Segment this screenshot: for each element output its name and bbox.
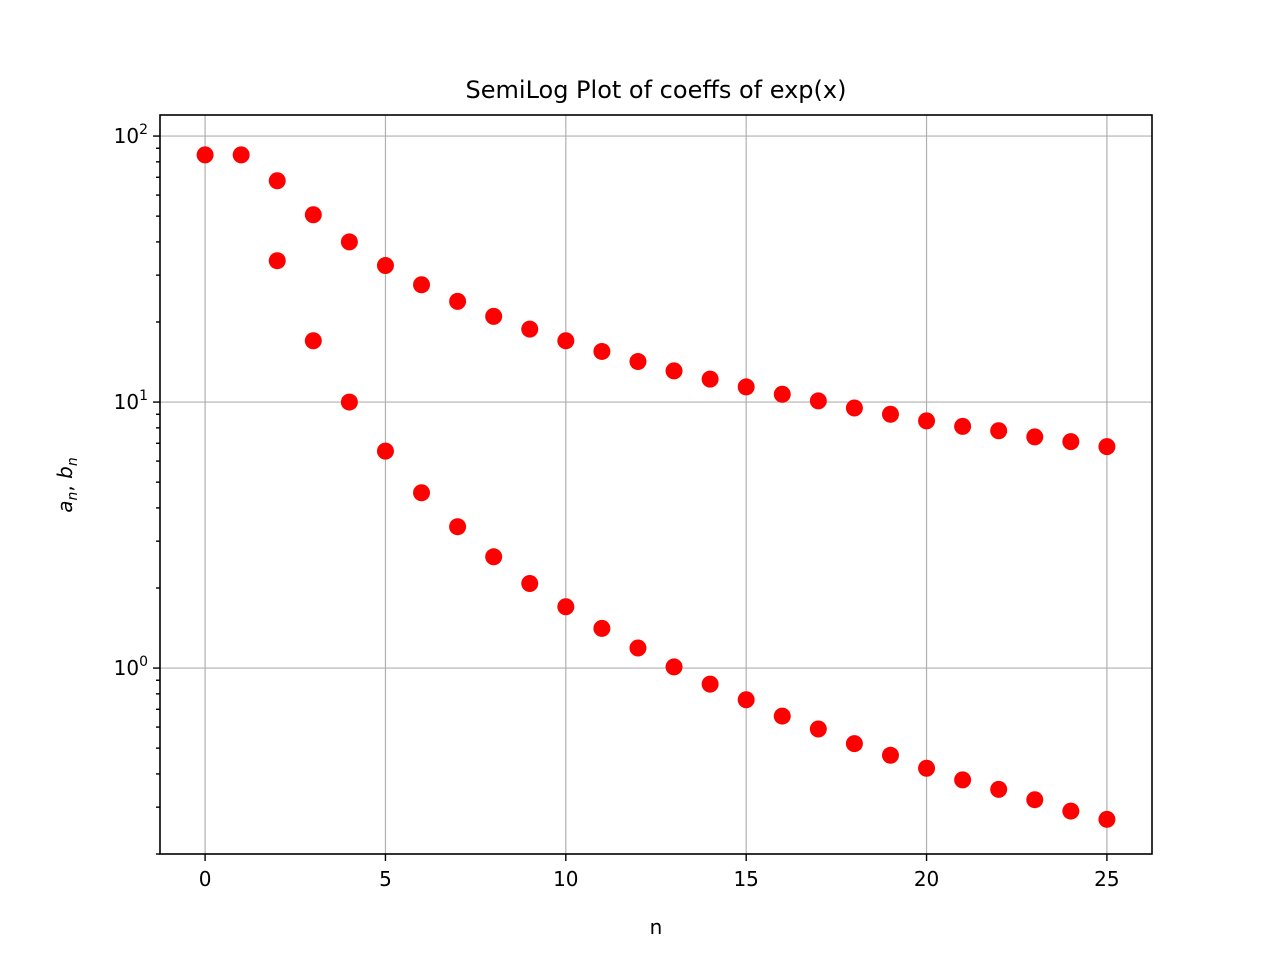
data-point-series-2 xyxy=(881,746,899,764)
data-point-series-1 xyxy=(449,292,467,310)
data-point-series-2 xyxy=(954,771,972,789)
y-tick-label: 102 xyxy=(114,122,148,148)
y-axis-label-sub1: n xyxy=(65,492,81,501)
data-point-series-1 xyxy=(340,233,358,251)
data-point-series-1 xyxy=(1062,433,1080,451)
data-point-series-2 xyxy=(990,780,1008,798)
x-tick-label: 15 xyxy=(733,867,758,891)
data-point-series-2 xyxy=(557,598,575,616)
data-point-series-2 xyxy=(376,442,394,460)
y-axis-label-sep: , xyxy=(53,479,77,492)
data-point-series-2 xyxy=(304,332,322,350)
data-point-series-2 xyxy=(413,484,431,502)
y-tick-label: 101 xyxy=(114,388,148,414)
data-point-series-1 xyxy=(990,422,1008,440)
data-point-series-1 xyxy=(845,399,863,417)
data-point-series-1 xyxy=(485,307,503,325)
x-axis-label: n xyxy=(650,915,663,939)
data-point-series-1 xyxy=(773,385,791,403)
plot-frame xyxy=(159,114,1153,855)
x-tick-label: 20 xyxy=(914,867,939,891)
data-point-series-1 xyxy=(268,172,286,190)
data-point-series-2 xyxy=(485,548,503,566)
data-point-series-2 xyxy=(773,707,791,725)
y-axis-label-a: a xyxy=(53,500,77,512)
data-point-series-2 xyxy=(1098,810,1116,828)
data-point-series-2 xyxy=(593,619,611,637)
data-point-series-2 xyxy=(809,720,827,738)
data-point-series-1 xyxy=(557,332,575,350)
data-point-series-1 xyxy=(376,257,394,275)
data-point-series-2 xyxy=(1026,791,1044,809)
data-point-series-1 xyxy=(521,320,539,338)
data-point-series-2 xyxy=(268,252,286,270)
x-tick-label: 10 xyxy=(553,867,578,891)
data-point-series-1 xyxy=(629,353,647,371)
data-point-series-2 xyxy=(737,691,755,709)
data-point-series-2 xyxy=(449,518,467,536)
data-point-series-1 xyxy=(809,392,827,410)
y-tick-label: 100 xyxy=(114,654,148,680)
data-point-series-1 xyxy=(413,276,431,294)
x-tick-label: 0 xyxy=(199,867,212,891)
data-point-series-2 xyxy=(845,735,863,753)
y-axis-label-sub2: n xyxy=(65,457,81,466)
data-point-series-2 xyxy=(665,658,683,676)
data-point-series-1 xyxy=(881,405,899,423)
data-point-series-2 xyxy=(521,574,539,592)
data-point-series-1 xyxy=(593,342,611,360)
data-point-series-1 xyxy=(954,417,972,435)
data-point-series-1 xyxy=(665,362,683,380)
data-points xyxy=(196,146,1116,828)
data-point-series-1 xyxy=(304,206,322,224)
grid xyxy=(160,115,1152,854)
data-point-series-1 xyxy=(737,378,755,396)
x-tick-label: 25 xyxy=(1094,867,1119,891)
data-point-series-2 xyxy=(701,675,719,693)
y-axis-label: an, bn xyxy=(53,457,81,512)
data-point-series-1 xyxy=(918,412,936,430)
axis-ticks: 0 5 10 15 20 25 100 101 102 xyxy=(114,122,1120,891)
y-axis-label-b: b xyxy=(53,466,77,479)
data-point-series-2 xyxy=(340,393,358,411)
data-point-series-1 xyxy=(1098,438,1116,456)
data-point-series-2 xyxy=(1062,802,1080,820)
data-point-series-1 xyxy=(232,146,250,164)
data-point-series-1 xyxy=(196,146,214,164)
data-point-series-1 xyxy=(701,370,719,388)
data-point-series-1 xyxy=(1026,428,1044,446)
chart-title: SemiLog Plot of coeffs of exp(x) xyxy=(466,76,847,104)
data-point-series-2 xyxy=(918,759,936,777)
x-tick-label: 5 xyxy=(379,867,392,891)
data-point-series-2 xyxy=(629,639,647,657)
